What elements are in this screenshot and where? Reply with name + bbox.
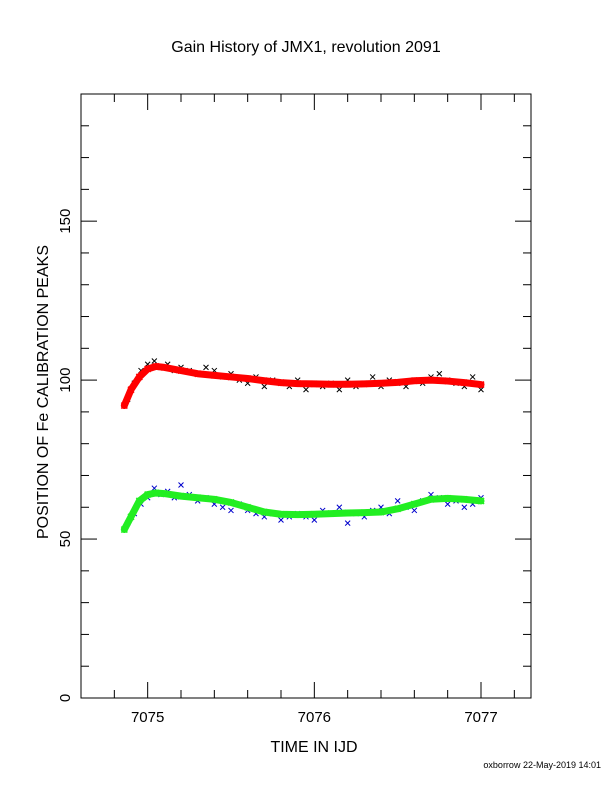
data-point [120,525,128,534]
data-point [177,367,185,375]
data-point [444,377,452,385]
data-point [151,358,158,364]
chart-title: Gain History of JMX1, revolution 2091 [171,39,441,56]
data-point [152,489,160,497]
data-point [277,379,285,387]
data-point [127,386,135,394]
data-point [327,510,335,518]
y-tick-label: 0 [57,694,74,702]
data-point [436,370,443,377]
data-point [460,379,468,387]
data-point [411,507,418,514]
data-point [410,500,418,508]
data-point [303,386,309,393]
y-axis-label: POSITION OF Fe CALIBRATION PEAKS [35,245,52,539]
y-tick-label: 100 [57,368,74,393]
data-point [203,364,209,371]
data-point [327,380,335,388]
x-tick-labels: 7075 7076 7077 [131,709,498,726]
data-point [344,509,352,517]
data-point [294,511,302,519]
data-point [294,380,302,388]
data-point [369,374,376,380]
x-tick-label: 7075 [131,709,164,726]
data-point [244,503,252,511]
y-tick-labels: 0 50 100 150 [57,209,74,703]
data-point [227,373,235,381]
x-tick-label: 7076 [298,709,331,726]
data-point [310,510,318,518]
data-point [377,379,385,387]
data-point [194,494,202,502]
data-point [277,510,285,518]
data-point [177,492,185,500]
data-point [344,520,351,527]
data-point [311,517,318,523]
data-point [244,374,252,383]
data-point [427,495,435,503]
data-point [135,373,143,381]
data-point [260,377,268,385]
data-point [360,380,368,388]
data-point [444,501,451,507]
data-point [310,380,318,388]
data-point [336,386,343,393]
data-point [120,401,128,410]
y-tick-label: 150 [57,209,74,234]
data-point [178,482,184,488]
series-2 [124,482,484,527]
data-point [160,490,168,498]
data-point [394,505,402,513]
data-point [377,508,385,516]
data-point [336,504,343,511]
series-3 [120,489,485,534]
data-point [261,383,268,390]
data-point [219,504,226,511]
data-point [360,509,368,517]
data-point [278,517,284,523]
data-point [410,377,418,385]
data-point [460,495,468,503]
data-point [194,370,202,378]
data-point [469,374,476,380]
data-point [152,362,160,371]
data-point [477,497,485,505]
data-point [427,376,435,384]
data-point [144,365,152,373]
data-point [144,490,152,499]
data-point [477,380,485,389]
data-point [394,378,402,386]
data-point [478,386,484,393]
data-point [344,380,352,388]
data-point [444,494,452,502]
data-point [160,363,168,371]
x-tick-label: 7077 [464,709,497,726]
axis-ticks [80,93,531,699]
data-point [394,498,401,504]
data-point [228,507,234,514]
y-tick-label: 50 [57,531,74,548]
data-point [127,513,135,521]
data-point [210,371,218,379]
data-point [461,504,468,511]
data-point [260,508,268,516]
plot-frame [80,93,532,699]
data-point [135,497,143,505]
series-1 [120,362,485,410]
series-1-line [120,362,485,410]
footer-credit: oxborrow 22-May-2019 14:01 [483,760,601,770]
x-axis-label: TIME IN IJD [270,739,357,756]
data-point [210,495,218,503]
data-marks [120,358,485,534]
data-point [227,498,235,507]
